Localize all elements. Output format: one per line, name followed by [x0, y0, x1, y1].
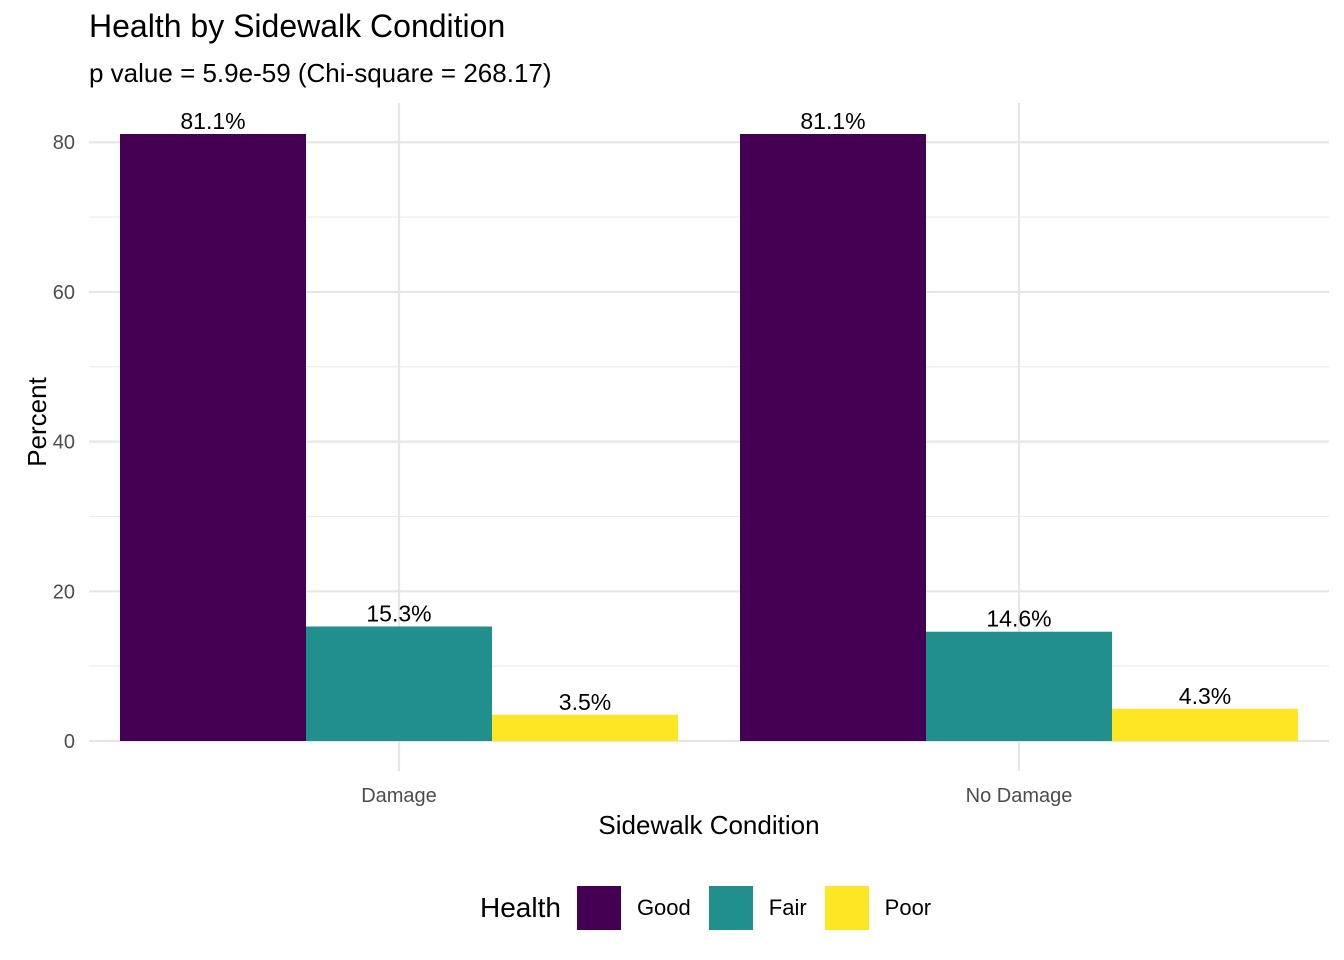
x-tick-label: Damage	[361, 785, 437, 807]
legend-items: Good Fair Poor	[576, 886, 949, 930]
legend-item-poor: Poor	[824, 886, 932, 930]
bar-good	[740, 134, 926, 741]
legend-label: Poor	[884, 895, 932, 920]
axes: 0 20 40 60 80 Damage No Damage Sidewalk Conditi…	[22, 132, 1072, 840]
data-label: 81.1%	[800, 108, 865, 134]
chart-subtitle: p value = 5.9e-59 (Chi-square = 268.17)	[89, 58, 552, 88]
bars	[120, 134, 1298, 741]
legend-swatch	[576, 886, 621, 930]
legend-item-fair: Fair	[708, 886, 807, 930]
data-label: 3.5%	[559, 689, 611, 715]
data-label: 15.3%	[366, 600, 431, 626]
legend-label: Fair	[768, 895, 807, 920]
data-label: 14.6%	[986, 606, 1051, 632]
legend-title: Health	[480, 892, 561, 923]
y-tick-label: 40	[53, 432, 75, 454]
y-tick-label: 60	[53, 282, 75, 304]
bar-fair	[926, 631, 1112, 741]
bar-good	[120, 134, 306, 741]
legend-label: Good	[636, 895, 691, 920]
data-label: 4.3%	[1179, 683, 1231, 709]
y-tick-label: 80	[53, 132, 75, 154]
bar-poor	[492, 714, 678, 741]
chart-title: Health by Sidewalk Condition	[89, 8, 506, 44]
y-tick-label: 0	[64, 731, 75, 753]
legend-swatch	[824, 886, 869, 930]
bar-poor	[1112, 708, 1298, 741]
y-tick-label: 20	[53, 581, 75, 603]
data-labels: 81.1% 15.3% 3.5% 81.1% 14.6% 4.3%	[180, 108, 1231, 715]
legend-swatch	[708, 886, 753, 930]
y-axis-title: Percent	[22, 376, 52, 466]
legend-item-good: Good	[576, 886, 691, 930]
data-label: 81.1%	[180, 108, 245, 134]
x-tick-label: No Damage	[966, 785, 1073, 807]
bar-fair	[306, 626, 492, 741]
x-axis-title: Sidewalk Condition	[598, 810, 819, 840]
legend: Health Good Fair Poor	[480, 885, 949, 931]
